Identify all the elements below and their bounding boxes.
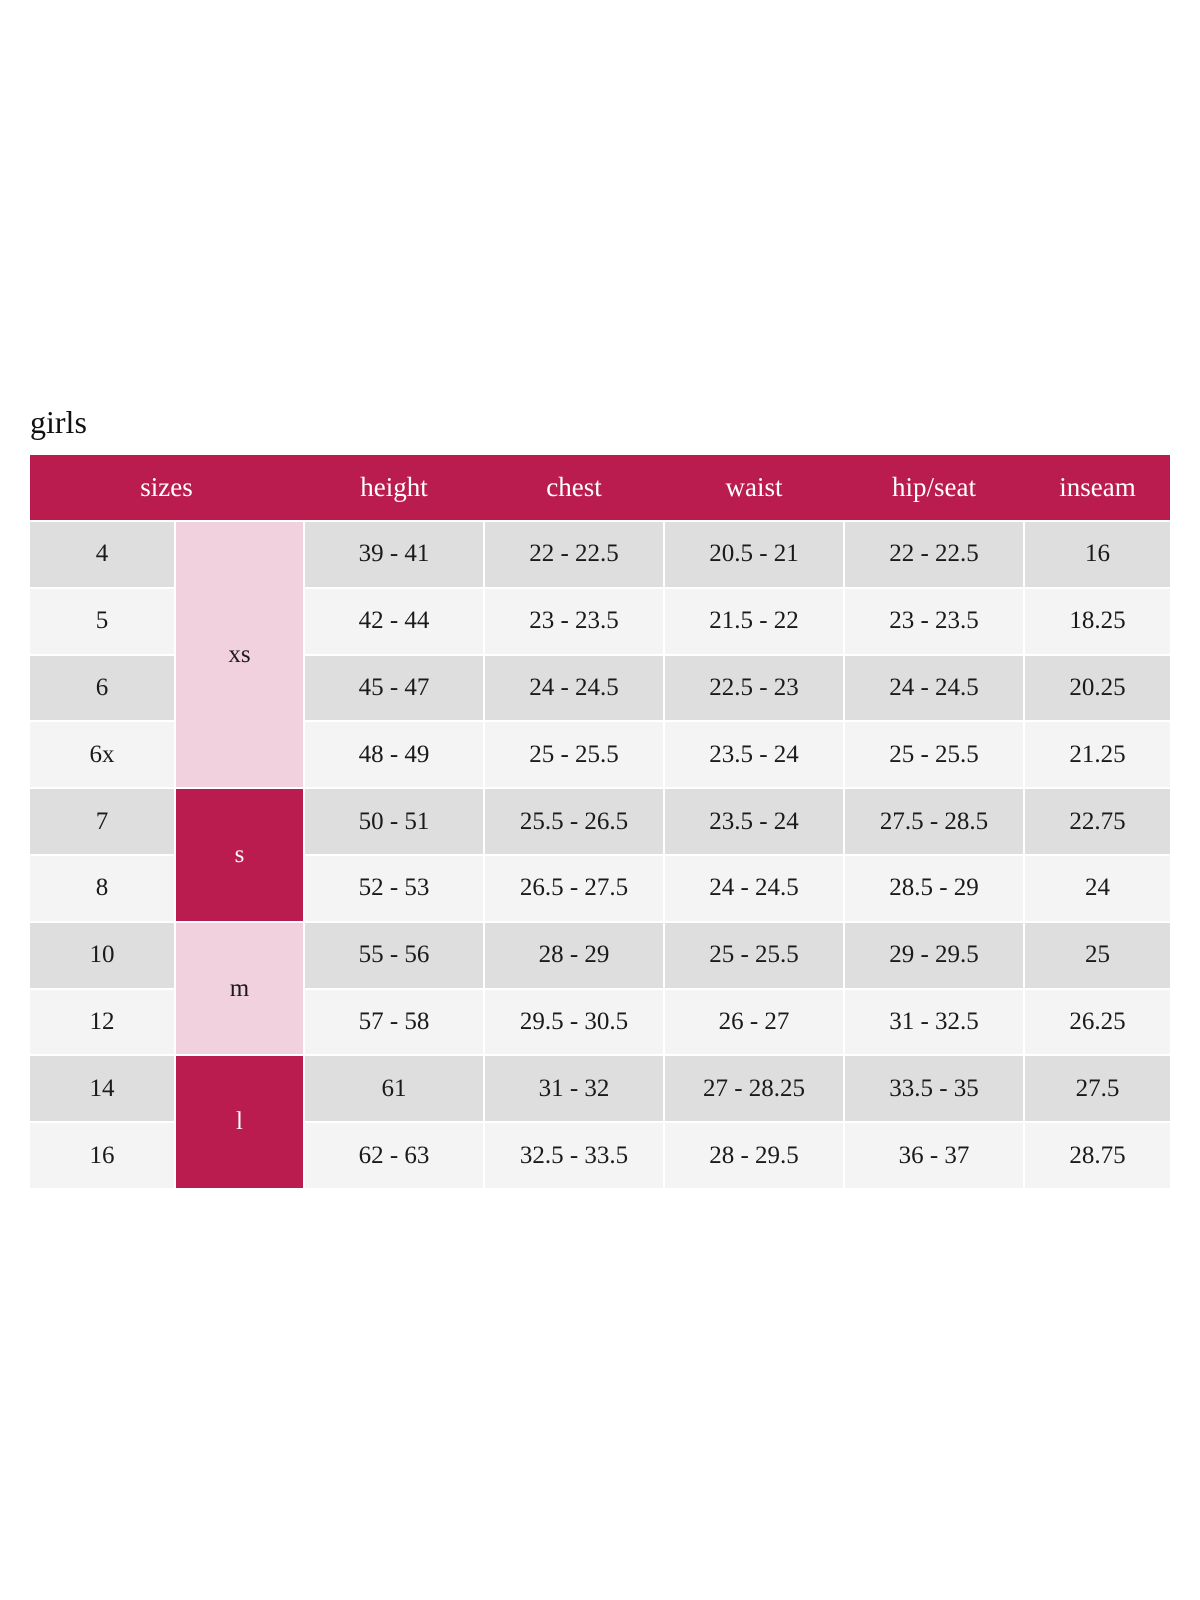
inseam-cell: 24: [1025, 855, 1170, 921]
alpha-size-l: l: [176, 1056, 303, 1188]
chest-cell: 32.5 - 33.5: [485, 1123, 663, 1188]
header-inseam: inseam: [1025, 455, 1170, 520]
inseam-cell: 27.5: [1025, 1056, 1170, 1122]
size-cell: 14: [30, 1056, 174, 1122]
waist-cell: 28 - 29.5: [665, 1123, 843, 1188]
waist-cell: 23.5 - 24: [665, 722, 843, 788]
size-cell: 6x: [30, 722, 174, 788]
header-waist: waist: [665, 455, 843, 520]
height-cell: 48 - 49: [305, 722, 483, 788]
chest-cell: 29.5 - 30.5: [485, 989, 663, 1055]
height-cell: 57 - 58: [305, 989, 483, 1055]
inseam-cell: 25: [1025, 922, 1170, 988]
alpha-size-m: m: [176, 922, 303, 1055]
inseam-cell: 21.25: [1025, 722, 1170, 788]
height-cell: 39 - 41: [305, 522, 483, 587]
height-cell: 42 - 44: [305, 588, 483, 654]
hip-cell: 22 - 22.5: [845, 522, 1023, 587]
height-cell: 61: [305, 1056, 483, 1122]
height-cell: 62 - 63: [305, 1123, 483, 1188]
chart-title: girls: [30, 404, 87, 440]
chest-cell: 22 - 22.5: [485, 522, 663, 587]
inseam-cell: 18.25: [1025, 588, 1170, 654]
header-chest: chest: [485, 455, 663, 520]
size-cell: 6: [30, 655, 174, 721]
alpha-size-s: s: [176, 789, 303, 921]
size-cell: 5: [30, 588, 174, 654]
waist-cell: 27 - 28.25: [665, 1056, 843, 1122]
hip-cell: 33.5 - 35: [845, 1056, 1023, 1122]
alpha-size-xs: xs: [176, 522, 303, 788]
inseam-cell: 28.75: [1025, 1123, 1170, 1188]
height-cell: 52 - 53: [305, 855, 483, 921]
chest-cell: 25 - 25.5: [485, 722, 663, 788]
hip-cell: 31 - 32.5: [845, 989, 1023, 1055]
inseam-cell: 20.25: [1025, 655, 1170, 721]
height-cell: 45 - 47: [305, 655, 483, 721]
chest-cell: 31 - 32: [485, 1056, 663, 1122]
inseam-cell: 22.75: [1025, 789, 1170, 854]
waist-cell: 22.5 - 23: [665, 655, 843, 721]
hip-cell: 36 - 37: [845, 1123, 1023, 1188]
size-cell: 8: [30, 855, 174, 921]
size-cell: 16: [30, 1123, 174, 1188]
chest-cell: 23 - 23.5: [485, 588, 663, 654]
height-cell: 50 - 51: [305, 789, 483, 854]
size-cell: 12: [30, 989, 174, 1055]
header-sizes: sizes: [30, 455, 303, 520]
chest-cell: 28 - 29: [485, 922, 663, 988]
height-cell: 55 - 56: [305, 922, 483, 988]
waist-cell: 25 - 25.5: [665, 922, 843, 988]
size-cell: 4: [30, 522, 174, 587]
hip-cell: 28.5 - 29: [845, 855, 1023, 921]
hip-cell: 24 - 24.5: [845, 655, 1023, 721]
waist-cell: 21.5 - 22: [665, 588, 843, 654]
chest-cell: 24 - 24.5: [485, 655, 663, 721]
chest-cell: 25.5 - 26.5: [485, 789, 663, 854]
header-height: height: [305, 455, 483, 520]
header-hip-seat: hip/seat: [845, 455, 1023, 520]
inseam-cell: 16: [1025, 522, 1170, 587]
waist-cell: 23.5 - 24: [665, 789, 843, 854]
hip-cell: 23 - 23.5: [845, 588, 1023, 654]
hip-cell: 25 - 25.5: [845, 722, 1023, 788]
size-cell: 7: [30, 789, 174, 854]
hip-cell: 29 - 29.5: [845, 922, 1023, 988]
size-chart-table: sizes height chest waist hip/seat inseam 4 39 -…: [30, 455, 1170, 1188]
waist-cell: 24 - 24.5: [665, 855, 843, 921]
chest-cell: 26.5 - 27.5: [485, 855, 663, 921]
size-cell: 10: [30, 922, 174, 988]
hip-cell: 27.5 - 28.5: [845, 789, 1023, 854]
waist-cell: 26 - 27: [665, 989, 843, 1055]
inseam-cell: 26.25: [1025, 989, 1170, 1055]
waist-cell: 20.5 - 21: [665, 522, 843, 587]
